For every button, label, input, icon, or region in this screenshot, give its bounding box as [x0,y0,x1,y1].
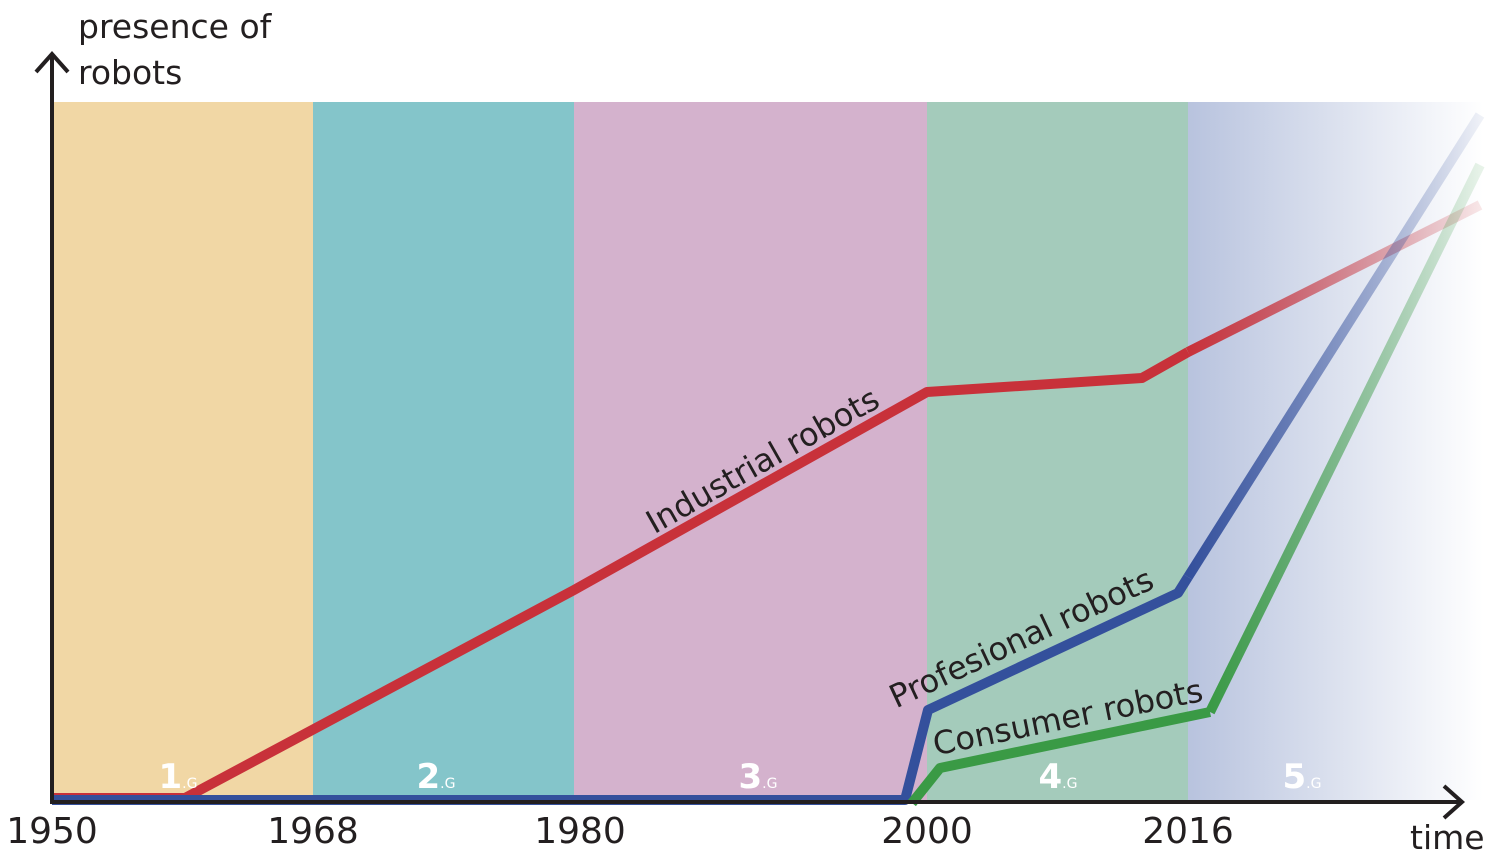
era-band [927,102,1188,800]
era-band [313,102,574,800]
axes [34,50,1466,820]
x-axis-label: time [1410,818,1485,857]
industrial-line-fade [1185,200,1483,357]
consumer-line-fade [1205,162,1485,715]
y-axis-label: robots [78,53,182,92]
consumer-line [908,707,1212,807]
professional-line-fade [1183,112,1485,580]
year-label: 1980 [534,811,626,852]
era-label: 1.G [159,757,198,797]
era-band [52,102,313,800]
era-band [574,102,927,800]
era-label: 2.G [417,757,456,797]
era-label: 4.G [1039,757,1078,797]
era-label: 3.G [739,757,778,797]
year-label: 1950 [6,811,98,852]
year-label: 2000 [881,811,973,852]
y-axis-label: presence of [78,7,273,46]
era-label: 5.G [1283,757,1322,797]
year-label: 2016 [1142,811,1234,852]
year-label: 1968 [267,811,359,852]
